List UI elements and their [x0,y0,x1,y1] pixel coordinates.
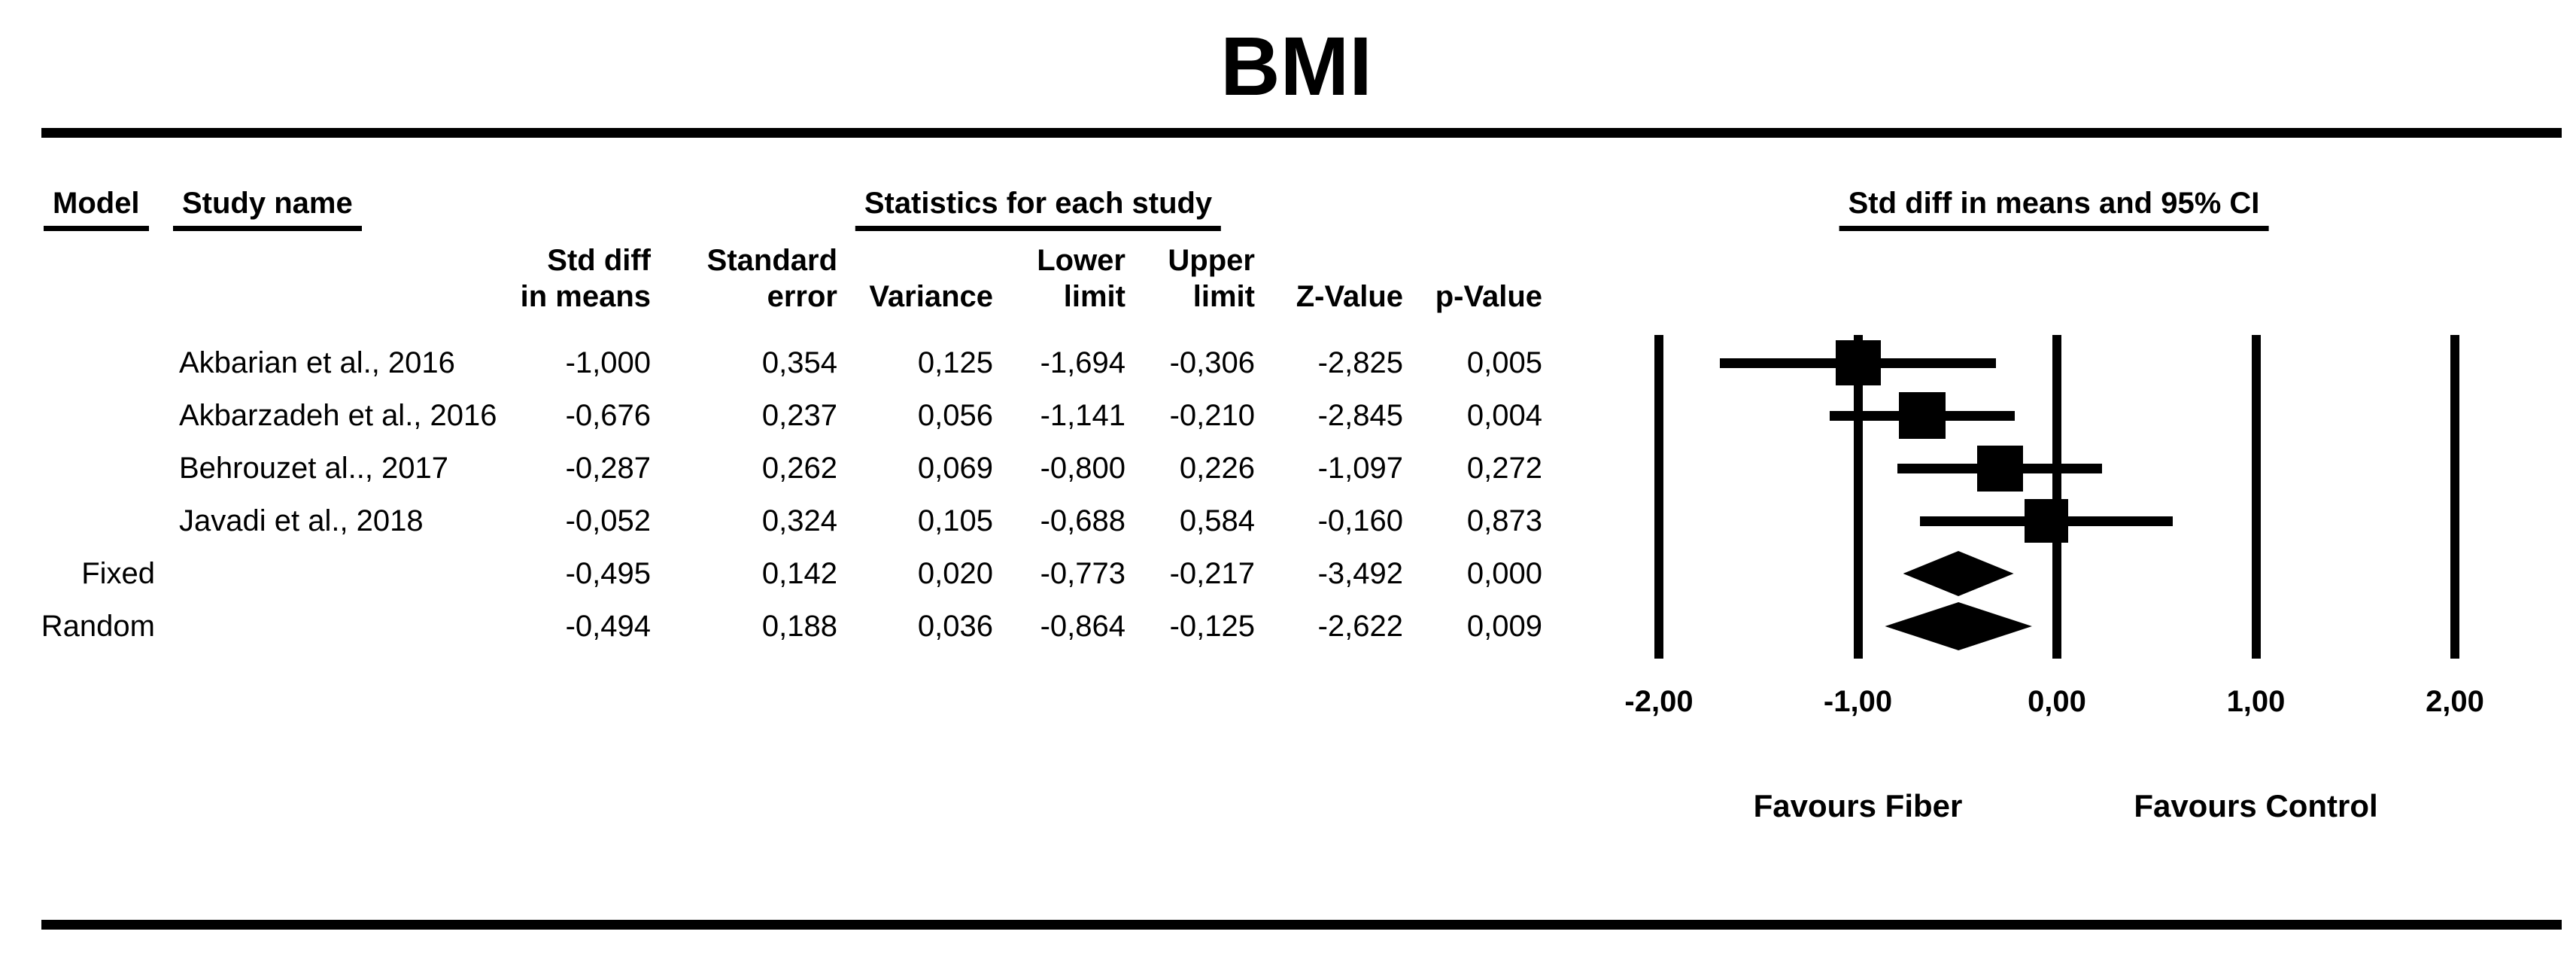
value-cell: 0,105 [917,504,993,537]
value-cell: 0,125 [917,346,993,379]
favours-right-label: Favours Control [2134,788,2378,823]
value-cell: 0,584 [1179,504,1255,537]
value-cell: -1,141 [1040,399,1125,432]
study-cell: Akbarian et al., 2016 [179,346,455,379]
value-cell: 0,188 [761,610,837,643]
value-cell: -0,125 [1169,610,1255,643]
column-header: p-Value [1435,280,1542,313]
value-cell: 0,009 [1466,610,1542,643]
value-cell: -3,492 [1317,557,1403,590]
square-marker [1835,340,1881,385]
value-cell: -0,495 [565,557,651,590]
model-cell: Random [41,610,155,643]
model-cell [0,336,155,389]
study-cell [179,600,503,653]
axis-tick-label: 1,00 [2226,685,2286,718]
value-cell: -0,210 [1169,399,1255,432]
square-marker [2025,499,2069,543]
study-cell: Behrouzet al.., 2017 [179,452,449,485]
value-cell: 0,262 [761,452,837,485]
value-cell: -0,800 [1040,452,1125,485]
study-cell: Akbarzadeh et al., 2016 [179,399,497,432]
study-cell [179,547,503,600]
axis-line [2450,335,2459,659]
value-cell: -0,306 [1169,346,1255,379]
model-cell [0,442,155,495]
model-header: Model [44,185,149,231]
column-header: Upper limit [1168,244,1255,313]
value-cell: 0,069 [917,452,993,485]
study-name-header: Study name [173,185,362,231]
value-cell: -0,864 [1040,610,1125,643]
model-cell [0,495,155,547]
study-cell: Javadi et al., 2018 [179,504,424,537]
value-cell: -1,000 [565,346,651,379]
value-cell: 0,142 [761,557,837,590]
column-header: Lower limit [1037,244,1125,313]
column-header: Std diff in means [520,244,651,313]
plot-group-header: Std diff in means and 95% CI [1839,185,2269,231]
axis-tick-label: 2,00 [2426,685,2484,718]
diamond-marker [1885,602,2032,650]
axis-line [1654,335,1663,659]
value-cell: -0,287 [565,452,651,485]
square-marker [1976,445,2023,492]
value-cell: -0,676 [565,399,651,432]
column-header: Standard error [706,244,837,313]
axis-tick-label: -2,00 [1624,685,1694,718]
axis-line [2251,335,2261,659]
value-cell: 0,004 [1466,399,1542,432]
value-cell: 0,272 [1466,452,1542,485]
value-cell: -1,097 [1317,452,1403,485]
axis-tick-label: 0,00 [2028,685,2086,718]
value-cell: -0,494 [565,610,651,643]
value-cell: -0,052 [565,504,651,537]
value-cell: 0,005 [1466,346,1542,379]
value-cell: -2,845 [1317,399,1403,432]
value-cell: 0,000 [1466,557,1542,590]
diamond-marker [1903,551,2014,596]
statistics-group-header: Statistics for each study [855,185,1222,231]
value-cell: 0,020 [917,557,993,590]
model-cell [0,389,155,442]
square-marker [1899,392,1946,439]
value-cell: 0,324 [761,504,837,537]
value-cell: 0,036 [917,610,993,643]
value-cell: -1,694 [1040,346,1125,379]
value-cell: 0,237 [761,399,837,432]
value-cell: 0,056 [917,399,993,432]
top-rule [41,128,2562,138]
bottom-rule [41,920,2562,930]
figure-title: BMI [1220,20,1372,113]
value-cell: 0,226 [1179,452,1255,485]
model-cell: Fixed [81,557,155,590]
axis-tick-label: -1,00 [1823,685,1893,718]
favours-left-label: Favours Fiber [1753,788,1963,823]
value-cell: -0,688 [1040,504,1125,537]
value-cell: 0,354 [761,346,837,379]
axis-line [2052,335,2061,659]
column-header: Z-Value [1296,280,1403,313]
value-cell: -0,160 [1317,504,1403,537]
value-cell: -0,217 [1169,557,1255,590]
value-cell: -0,773 [1040,557,1125,590]
value-cell: 0,873 [1466,504,1542,537]
column-header: Variance [869,280,993,313]
value-cell: -2,825 [1317,346,1403,379]
value-cell: -2,622 [1317,610,1403,643]
